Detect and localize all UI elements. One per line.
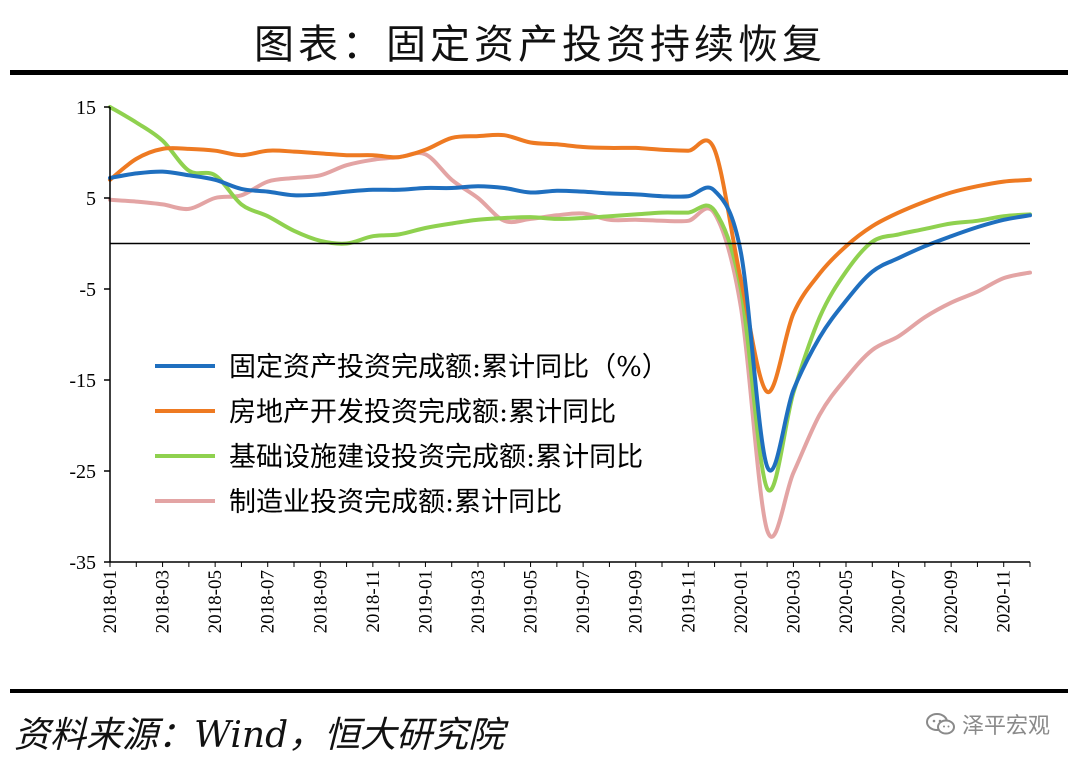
x-tick-label: 2018-07 [258,570,279,633]
x-tick-label: 2019-07 [573,570,594,633]
x-tick-label: 2020-03 [783,570,804,633]
x-tick-label: 2020-01 [731,570,752,633]
x-tick-label: 2020-05 [836,570,857,633]
wechat-icon [925,713,955,735]
watermark: 泽平宏观 [925,708,1050,740]
chart-title: 图表：固定资产投资持续恢复 [254,22,826,68]
y-tick-label: -35 [69,552,96,574]
series-layer [108,105,1032,539]
top-rule [10,70,1068,75]
x-tick-label: 2020-09 [941,570,962,633]
series-line-2 [108,105,1032,493]
watermark-text: 泽平宏观 [961,714,1050,739]
legend-label: 制造业投资完成额:累计同比 [229,487,562,518]
y-tick-label: 15 [76,97,96,119]
source-note: 资料来源：Wind，恒大研究院 [14,715,505,756]
legend-label: 房地产开发投资完成额:累计同比 [229,397,616,428]
x-tick-label: 2019-01 [415,570,436,633]
x-tick-label: 2020-07 [889,570,910,633]
legend: 固定资产投资完成额:累计同比（%） 房地产开发投资完成额:累计同比基础设施建设投资… [155,352,669,518]
series-line-1 [108,132,1032,394]
x-tick-label: 2019-09 [626,570,647,633]
x-tick-label: 2019-11 [678,570,699,633]
series-line-0 [108,169,1032,473]
x-tick-label: 2018-05 [205,570,226,633]
legend-label: 固定资产投资完成额:累计同比（%） [229,352,669,383]
series-line-3 [108,150,1032,539]
legend-label: 基础设施建设投资完成额:累计同比 [229,442,643,473]
y-tick-label: -25 [69,461,96,483]
x-tick-label: 2018-11 [363,570,384,633]
y-tick-label: 5 [86,188,96,210]
x-tick-label: 2020-11 [994,570,1015,633]
bottom-rule [10,689,1068,693]
x-tick-label: 2019-03 [468,570,489,633]
y-tick-label: -15 [69,370,96,392]
x-tick-label: 2018-01 [100,570,121,633]
x-tick-label: 2018-09 [310,570,331,633]
y-tick-label: -5 [79,279,96,301]
x-tick-label: 2018-03 [153,570,174,633]
x-tick-label: 2019-05 [521,570,542,633]
